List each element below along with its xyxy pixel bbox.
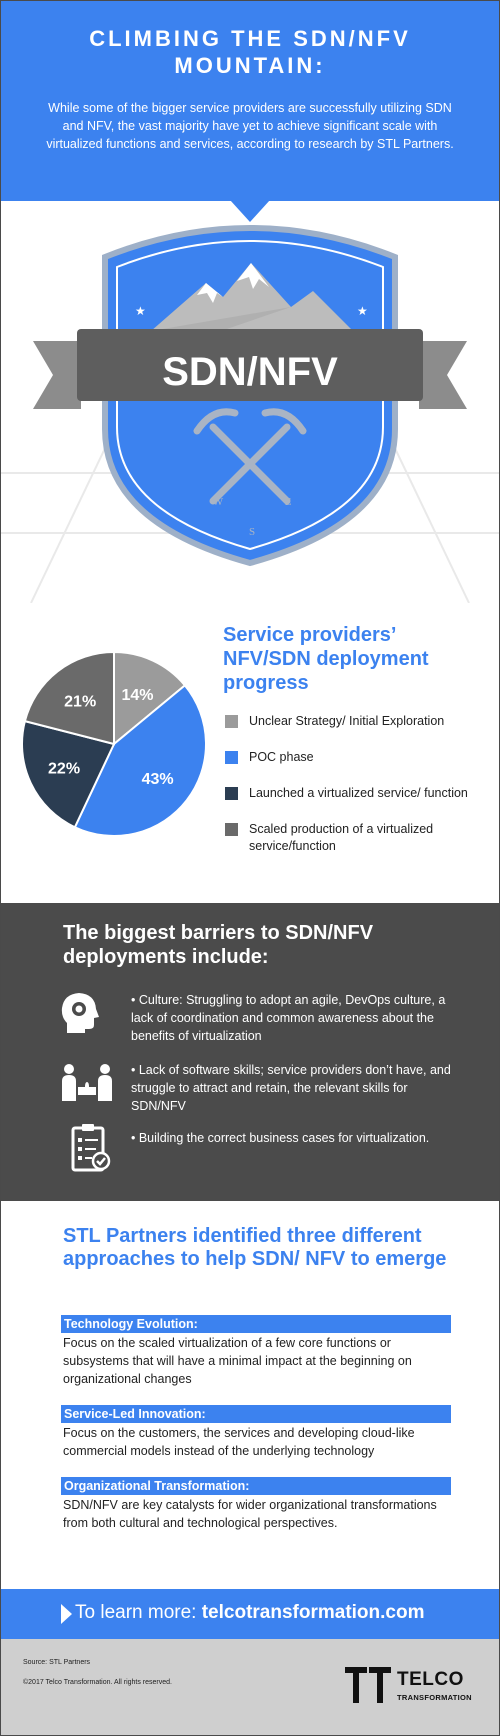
- legend-label: Unclear Strategy/ Initial Exploration: [249, 714, 445, 728]
- approach-item: Service-Led Innovation: Focus on the cus…: [61, 1405, 451, 1460]
- legend-item: Launched a virtualized service/ function: [225, 785, 485, 802]
- barriers-title: The biggest barriers to SDN/NFV deployme…: [63, 922, 374, 968]
- shield-inner-border: [116, 240, 384, 551]
- star-icon-right: ★: [357, 304, 368, 318]
- telco-transformation-logo: TELCO TRANSFORMATION: [345, 1665, 485, 1705]
- legend-label: POC phase: [249, 750, 314, 764]
- pie-slice: [23, 650, 115, 746]
- approach-label: Service-Led Innovation:: [61, 1405, 451, 1423]
- play-arrow-icon: [61, 1604, 72, 1624]
- approach-text: SDN/NFV are key catalysts for wider orga…: [63, 1498, 437, 1530]
- mountain-icon: [151, 263, 353, 331]
- checklist-clipboard-icon: [71, 1124, 111, 1172]
- head-gear-icon: [61, 993, 99, 1033]
- approach-item: Organizational Transformation: SDN/NFV a…: [61, 1477, 451, 1532]
- learn-more-banner: To learn more: telcotransformation.com: [1, 1589, 499, 1639]
- legend-swatch: [225, 787, 238, 800]
- legend-label: Scaled production of a virtualized servi…: [249, 822, 434, 853]
- compass-east: E: [285, 496, 292, 508]
- approaches-title: STL Partners identified three different …: [63, 1225, 447, 1270]
- source-note: Source: STL Partners: [23, 1659, 91, 1666]
- approach-text: Focus on the customers, the services and…: [63, 1426, 415, 1458]
- legend-item: Unclear Strategy/ Initial Exploration: [225, 713, 485, 730]
- header-pointer: [230, 200, 270, 222]
- barrier-text: • Lack of software skills; service provi…: [131, 1063, 451, 1113]
- header-banner: CLIMBING THE SDN/NFV MOUNTAIN: While som…: [1, 1, 499, 201]
- pie-slice: [113, 650, 187, 747]
- legend-swatch: [225, 715, 238, 728]
- ribbon-band: [77, 329, 423, 401]
- ribbon-tail-right: [419, 341, 467, 409]
- tt-logo-icon: [345, 1667, 391, 1703]
- compass-north: N: [248, 460, 256, 472]
- pie-slice-label: 22%: [48, 761, 80, 778]
- team-puzzle-icon: [62, 1064, 112, 1101]
- legend-swatch: [225, 751, 238, 764]
- logo-text-telco: TELCO: [397, 1669, 464, 1690]
- learn-more-prefix: To learn more:: [75, 1602, 202, 1623]
- pie-legend: Unclear Strategy/ Initial Exploration PO…: [225, 713, 485, 874]
- compass-south: S: [249, 526, 255, 538]
- approach-label: Organizational Transformation:: [61, 1477, 451, 1495]
- barrier-text: • Building the correct business cases fo…: [131, 1131, 430, 1145]
- badge-banner-text: SDN/NFV: [162, 350, 338, 394]
- copyright-note: ©2017 Telco Transformation. All rights r…: [23, 1679, 172, 1686]
- logo-text-transformation: TRANSFORMATION: [397, 1693, 472, 1702]
- page-title: CLIMBING THE SDN/NFV MOUNTAIN:: [89, 26, 411, 78]
- sdn-nfv-badge: ★ ★ SDN/NFV N W E S: [1, 225, 499, 603]
- intro-text: While some of the bigger service provide…: [46, 101, 454, 151]
- approach-label: Technology Evolution:: [61, 1315, 451, 1333]
- legend-item: POC phase: [225, 749, 485, 766]
- learn-more-link[interactable]: telcotransformation.com: [201, 1602, 425, 1623]
- pie-slice: [73, 683, 207, 837]
- legend-item: Scaled production of a virtualized servi…: [225, 821, 485, 855]
- legend-swatch: [225, 823, 238, 836]
- deployment-pie-chart: 14% 43% 22% 21%: [21, 650, 207, 837]
- approach-text: Focus on the scaled virtualization of a …: [63, 1336, 412, 1386]
- approach-item: Technology Evolution: Focus on the scale…: [61, 1315, 451, 1388]
- pie-slice-label: 14%: [121, 687, 153, 704]
- barriers-section: The biggest barriers to SDN/NFV deployme…: [1, 903, 499, 1201]
- legend-label: Launched a virtualized service/ function: [249, 786, 468, 800]
- ribbon-tail-left: [33, 341, 81, 409]
- barrier-text: • Culture: Struggling to adopt an agile,…: [131, 993, 446, 1043]
- star-icon-left: ★: [135, 304, 146, 318]
- pie-slice: [21, 719, 116, 829]
- pie-slice-label: 43%: [142, 771, 174, 788]
- deployment-title: Service providers’ NFV/SDN deployment pr…: [223, 624, 429, 694]
- learn-more-text: To learn more: telcotransformation.com: [75, 1601, 425, 1625]
- crossed-pickaxes-icon: [193, 408, 307, 505]
- pie-slice-label: 21%: [64, 693, 96, 710]
- footer: Source: STL Partners ©2017 Telco Transfo…: [1, 1639, 499, 1735]
- compass-west: W: [213, 496, 224, 508]
